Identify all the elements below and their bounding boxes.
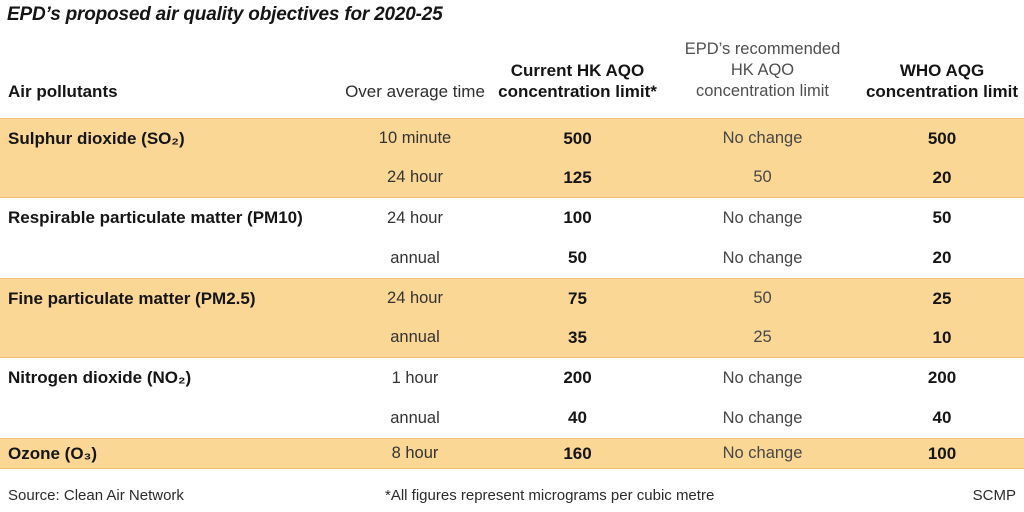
publisher-credit: SCMP <box>972 487 1016 504</box>
header-recommended-line3: concentration limit <box>696 82 829 100</box>
chart-title: EPD’s proposed air quality objectives fo… <box>7 4 443 25</box>
avg-time-value: 8 hour <box>391 444 439 462</box>
recommended-limit-value: No change <box>722 208 803 227</box>
recommended-limit-value: 50 <box>753 168 772 186</box>
who-limit-value: 500 <box>927 128 957 148</box>
current-limit-value: 50 <box>568 248 587 267</box>
header-over-average-time-label: Over average time <box>345 82 485 101</box>
recommended-limit-value: No change <box>722 129 803 147</box>
current-limit-value: 40 <box>568 408 587 427</box>
table-band-pm10: Respirable particulate matter (PM10) 24 … <box>0 198 1024 278</box>
header-current-line2: concentration limit* <box>498 82 657 101</box>
table-header: Air pollutants Over average time Current… <box>0 34 1024 104</box>
table-body: Sulphur dioxide (SO₂) 10 minute 500 No c… <box>0 118 1024 469</box>
who-limit-value: 20 <box>932 248 952 267</box>
current-limit-value: 35 <box>568 327 587 347</box>
current-limit-value: 200 <box>563 368 592 387</box>
table-band-ozone: Ozone (O₃) 8 hour 160 No change 100 <box>0 438 1024 469</box>
who-limit-value: 20 <box>932 167 952 187</box>
table-band-pm25: Fine particulate matter (PM2.5) 24 hour … <box>0 278 1024 358</box>
avg-time-value: annual <box>390 408 440 427</box>
pollutant-name: Fine particulate matter (PM2.5) <box>8 288 256 308</box>
current-limit-value: 160 <box>563 443 592 463</box>
pollutant-name: Ozone (O₃) <box>8 443 98 463</box>
recommended-limit-value: No change <box>722 248 803 267</box>
who-limit-value: 100 <box>927 443 957 463</box>
recommended-limit-value: 25 <box>753 328 772 346</box>
table-band-nitrogen-dioxide: Nitrogen dioxide (NO₂) 1 hour 200 No cha… <box>0 358 1024 438</box>
recommended-limit-value: No change <box>722 368 803 387</box>
avg-time-value: 24 hour <box>387 168 443 186</box>
header-current-line1: Current HK AQO <box>510 61 645 80</box>
avg-time-value: annual <box>390 328 440 346</box>
avg-time-value: 10 minute <box>378 129 452 147</box>
who-limit-value: 50 <box>932 208 952 227</box>
source-credit: Source: Clean Air Network <box>8 487 184 504</box>
header-current-hk-aqo: Current HK AQO concentration limit* <box>490 60 665 104</box>
header-who-line1: WHO AQG <box>899 61 985 80</box>
pollutant-name: Sulphur dioxide (SO₂) <box>8 128 185 148</box>
current-limit-value: 100 <box>563 208 592 227</box>
avg-time-value: 24 hour <box>387 289 443 307</box>
avg-time-value: 1 hour <box>391 368 439 387</box>
header-who-aqg: WHO AQG concentration limit <box>860 60 1024 104</box>
pollutant-name: Nitrogen dioxide (NO₂) <box>8 368 192 387</box>
header-who-line2: concentration limit <box>865 82 1019 101</box>
who-limit-value: 25 <box>932 288 952 308</box>
pollutant-name: Respirable particulate matter (PM10) <box>8 208 303 227</box>
recommended-limit-value: 50 <box>753 289 772 307</box>
header-recommended-line2: HK AQO <box>730 61 795 79</box>
header-over-average-time: Over average time <box>340 81 490 104</box>
header-air-pollutants: Air pollutants <box>0 81 340 104</box>
footnote: *All figures represent micrograms per cu… <box>385 487 715 504</box>
current-limit-value: 75 <box>568 288 587 308</box>
recommended-limit-value: No change <box>722 408 803 427</box>
avg-time-value: 24 hour <box>387 208 443 227</box>
current-limit-value: 500 <box>563 128 592 148</box>
header-recommended-line1: EPD’s recommended <box>684 40 841 58</box>
who-limit-value: 40 <box>932 408 952 427</box>
avg-time-value: annual <box>390 248 440 267</box>
table-band-sulphur-dioxide: Sulphur dioxide (SO₂) 10 minute 500 No c… <box>0 118 1024 198</box>
who-limit-value: 10 <box>932 327 952 347</box>
who-limit-value: 200 <box>927 368 957 387</box>
footer: Source: Clean Air Network *All figures r… <box>0 487 1024 509</box>
current-limit-value: 125 <box>563 167 592 187</box>
recommended-limit-value: No change <box>722 444 803 462</box>
header-epd-recommended: EPD’s recommended HK AQO concentration l… <box>665 39 860 104</box>
header-air-pollutants-label: Air pollutants <box>8 82 118 101</box>
